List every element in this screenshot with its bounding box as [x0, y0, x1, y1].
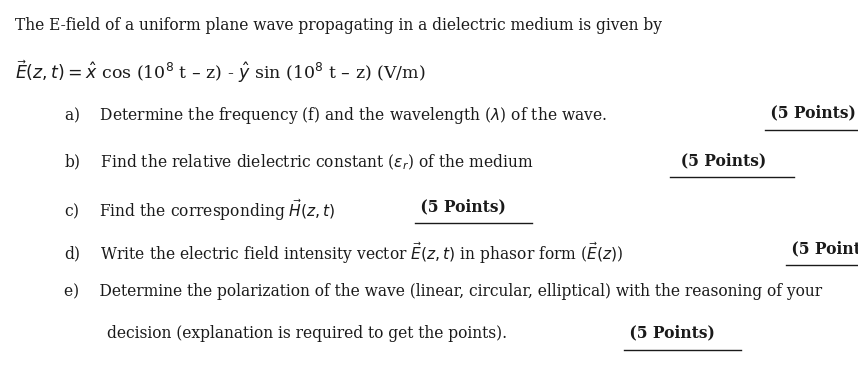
Text: (5 Points): (5 Points)	[670, 152, 766, 169]
Text: (5 Points): (5 Points)	[414, 198, 505, 215]
Text: $\vec{E}(z,t) = \hat{x}$ cos (10$^{8}$ t – z) - $\hat{y}$ sin (10$^{8}$ t – z) (: $\vec{E}(z,t) = \hat{x}$ cos (10$^{8}$ t…	[15, 59, 426, 85]
Text: d)  Write the electric field intensity vector $\vec{E}(z, t)$ in phasor form ($\: d) Write the electric field intensity ve…	[64, 240, 624, 266]
Text: (5 Points): (5 Points)	[624, 325, 715, 342]
Text: b)  Find the relative dielectric constant ($\epsilon_r$) of the medium: b) Find the relative dielectric constant…	[64, 152, 534, 172]
Text: a)  Determine the frequency (f) and the wavelength ($\lambda$) of the wave.: a) Determine the frequency (f) and the w…	[64, 105, 607, 126]
Text: The E-field of a uniform plane wave propagating in a dielectric medium is given : The E-field of a uniform plane wave prop…	[15, 17, 662, 33]
Text: (5 Points): (5 Points)	[765, 105, 856, 121]
Text: c)  Find the corresponding $\vec{H}(z,t)$: c) Find the corresponding $\vec{H}(z,t)$	[64, 198, 335, 224]
Text: decision (explanation is required to get the points).: decision (explanation is required to get…	[107, 325, 507, 342]
Text: (5 Points): (5 Points)	[786, 240, 858, 257]
Text: e)  Determine the polarization of the wave (linear, circular, elliptical) with t: e) Determine the polarization of the wav…	[64, 283, 823, 299]
